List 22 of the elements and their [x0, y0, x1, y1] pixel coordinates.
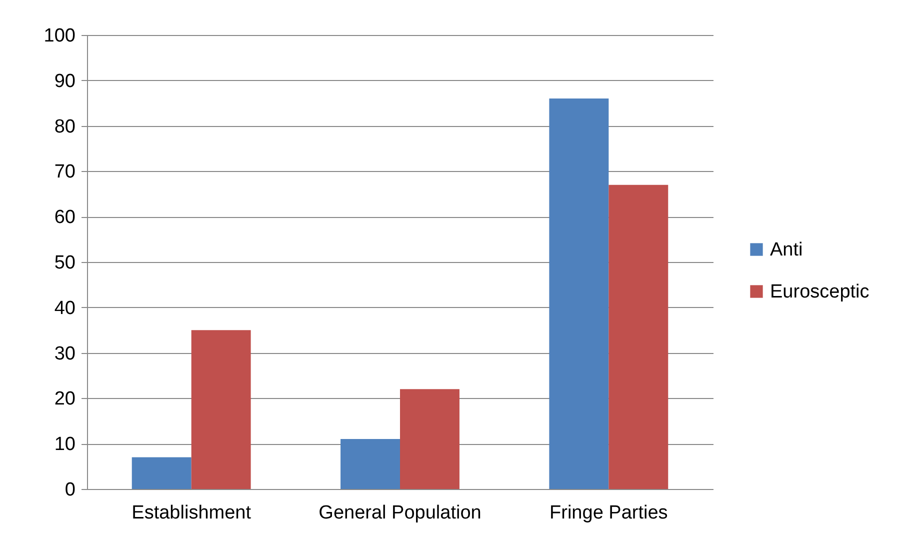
bar	[340, 439, 400, 489]
x-tick-label: Fringe Parties	[550, 502, 668, 524]
y-tick-label: 20	[54, 388, 76, 410]
bar	[132, 457, 192, 489]
legend-label: Eurosceptic	[770, 282, 870, 302]
y-tick-label: 10	[54, 434, 76, 456]
y-tick-label: 100	[44, 26, 76, 46]
y-tick-label: 0	[64, 480, 76, 500]
bar	[191, 330, 251, 489]
bar	[608, 184, 668, 489]
x-tick-label: General Population	[318, 502, 482, 524]
y-tick-label: 70	[54, 162, 76, 183]
bar	[549, 98, 609, 489]
y-tick-label: 90	[54, 70, 76, 92]
legend-label: Anti	[770, 240, 803, 260]
y-tick-label: 80	[54, 116, 76, 138]
y-tick-label: 50	[54, 252, 76, 274]
x-tick-label: Establishment	[132, 502, 252, 524]
bar	[400, 389, 460, 489]
y-tick-label: 60	[54, 207, 76, 228]
y-tick-label: 40	[54, 298, 76, 319]
y-tick-label: 30	[54, 343, 76, 364]
